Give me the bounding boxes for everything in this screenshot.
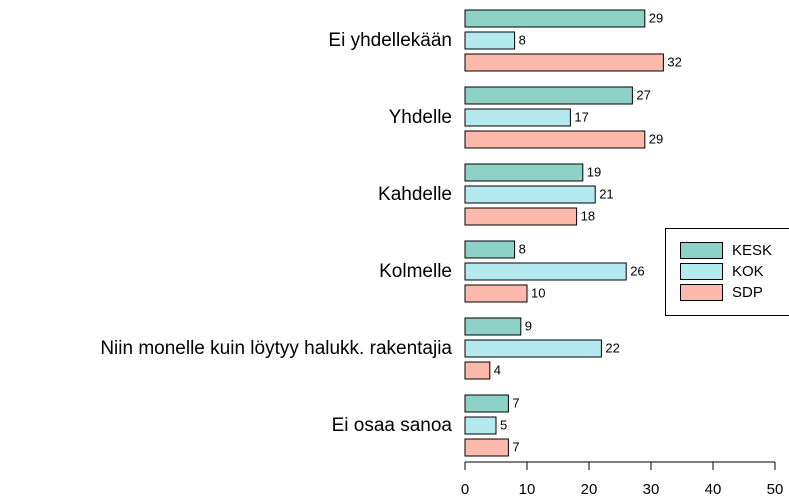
- bar: [464, 130, 646, 149]
- category-label: Ei osaa sanoa: [332, 415, 453, 436]
- value-label: 7: [512, 439, 519, 454]
- value-label: 5: [500, 417, 507, 432]
- value-label: 17: [574, 109, 588, 124]
- legend-swatch: [680, 242, 723, 259]
- legend-label: KOK: [732, 263, 764, 280]
- bar: [464, 207, 578, 226]
- bar: [464, 339, 602, 358]
- legend-swatch: [680, 263, 723, 280]
- value-label: 19: [587, 164, 601, 179]
- value-label: 9: [525, 318, 532, 333]
- value-label: 4: [494, 362, 501, 377]
- bar: [464, 86, 633, 105]
- category-label: Yhdelle: [389, 107, 452, 128]
- value-label: 32: [667, 54, 681, 69]
- value-label: 8: [519, 32, 526, 47]
- value-label: 7: [512, 395, 519, 410]
- bar: [464, 284, 528, 303]
- x-tick-label: 0: [461, 481, 469, 498]
- category-label: Kahdelle: [378, 184, 452, 205]
- value-label: 26: [630, 263, 644, 278]
- legend-label: SDP: [732, 284, 763, 301]
- x-tick-label: 40: [705, 481, 722, 498]
- value-label: 29: [649, 131, 663, 146]
- bar: [464, 108, 571, 127]
- bar: [464, 416, 497, 435]
- category-label: Kolmelle: [379, 261, 452, 282]
- value-label: 8: [519, 241, 526, 256]
- value-label: 29: [649, 10, 663, 25]
- bar: [464, 163, 584, 182]
- value-label: 22: [605, 340, 619, 355]
- bar: [464, 317, 522, 336]
- bar: [464, 394, 509, 413]
- bar: [464, 53, 664, 72]
- legend-label: KESK: [732, 242, 772, 259]
- x-tick-label: 20: [581, 481, 598, 498]
- bar: [464, 185, 596, 204]
- bar: [464, 9, 646, 28]
- bar: [464, 262, 627, 281]
- category-label: Ei yhdellekään: [328, 30, 452, 51]
- value-label: 21: [599, 186, 613, 201]
- category-label: Niin monelle kuin löytyy halukk. rakenta…: [100, 338, 452, 359]
- value-label: 27: [636, 87, 650, 102]
- value-label: 10: [531, 285, 545, 300]
- bar: [464, 31, 516, 50]
- value-label: 18: [581, 208, 595, 223]
- bar: [464, 438, 509, 457]
- x-tick-label: 50: [767, 481, 784, 498]
- x-tick-label: 10: [519, 481, 536, 498]
- bar: [464, 361, 491, 380]
- legend-swatch: [680, 284, 723, 301]
- x-tick-label: 30: [643, 481, 660, 498]
- bar: [464, 240, 516, 259]
